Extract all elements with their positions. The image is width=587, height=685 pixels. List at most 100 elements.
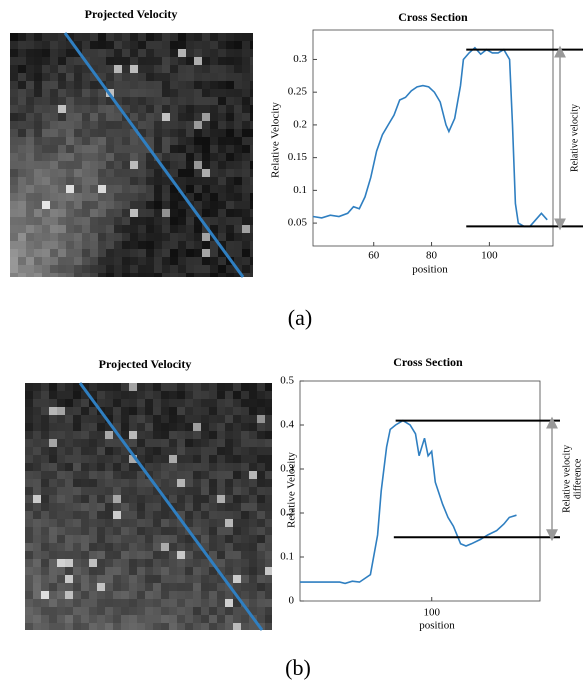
image-pixel	[234, 49, 242, 57]
image-pixel	[161, 503, 169, 511]
image-pixel	[130, 257, 138, 265]
image-pixel	[186, 225, 194, 233]
image-pixel	[201, 567, 209, 575]
image-pixel	[10, 41, 18, 49]
image-pixel	[226, 41, 234, 49]
image-pixel	[194, 257, 202, 265]
image-pixel	[42, 73, 50, 81]
image-pixel	[241, 391, 249, 399]
image-pixel	[18, 129, 26, 137]
image-pixel	[201, 399, 209, 407]
image-pixel	[234, 217, 242, 225]
image-pixel	[57, 495, 65, 503]
image-pixel	[145, 391, 153, 399]
y-tick-label: 0.1	[293, 184, 307, 196]
image-pixel	[130, 33, 138, 41]
image-pixel	[33, 487, 41, 495]
image-pixel	[129, 575, 137, 583]
image-pixel	[25, 567, 33, 575]
image-pixel	[121, 567, 129, 575]
image-pixel	[33, 575, 41, 583]
image-pixel	[169, 623, 177, 630]
image-pixel	[121, 479, 129, 487]
image-pixel	[106, 145, 114, 153]
image-pixel	[129, 487, 137, 495]
image-pixel	[65, 463, 73, 471]
image-pixel	[18, 153, 26, 161]
image-pixel	[129, 527, 137, 535]
image-pixel	[210, 81, 218, 89]
image-pixel	[114, 177, 122, 185]
image-pixel	[201, 439, 209, 447]
image-pixel	[106, 153, 114, 161]
image-pixel	[218, 257, 226, 265]
image-pixel	[41, 447, 49, 455]
image-pixel	[169, 383, 177, 391]
image-pixel	[153, 551, 161, 559]
image-pixel	[210, 209, 218, 217]
image-pixel	[177, 471, 185, 479]
image-pixel	[130, 113, 138, 121]
y-tick-label: 0.05	[288, 217, 308, 229]
image-pixel	[185, 575, 193, 583]
image-pixel	[98, 193, 106, 201]
image-pixel	[201, 471, 209, 479]
image-pixel	[257, 591, 265, 599]
image-pixel	[129, 439, 137, 447]
image-pixel	[34, 233, 42, 241]
image-pixel	[105, 463, 113, 471]
image-pixel	[145, 487, 153, 495]
image-pixel	[66, 161, 74, 169]
image-pixel	[217, 479, 225, 487]
image-pixel	[202, 161, 210, 169]
image-pixel	[10, 265, 18, 273]
image-pixel	[97, 399, 105, 407]
image-pixel	[145, 519, 153, 527]
image-pixel	[33, 423, 41, 431]
image-pixel	[98, 105, 106, 113]
image-pixel	[154, 225, 162, 233]
image-pixel	[49, 487, 57, 495]
image-pixel	[34, 225, 42, 233]
image-pixel	[106, 225, 114, 233]
image-pixel	[162, 265, 170, 273]
image-pixel	[18, 209, 26, 217]
image-pixel	[234, 153, 242, 161]
image-pixel	[25, 431, 33, 439]
image-pixel	[41, 431, 49, 439]
image-pixel	[33, 503, 41, 511]
image-pixel	[25, 599, 33, 607]
image-pixel	[106, 201, 114, 209]
image-pixel	[97, 535, 105, 543]
image-pixel	[122, 81, 130, 89]
image-pixel	[186, 137, 194, 145]
image-pixel	[42, 57, 50, 65]
image-pixel	[217, 423, 225, 431]
image-pixel	[265, 407, 272, 415]
image-pixel	[249, 391, 257, 399]
image-pixel	[89, 455, 97, 463]
image-pixel	[73, 423, 81, 431]
image-pixel	[50, 137, 58, 145]
image-pixel	[74, 249, 82, 257]
image-pixel	[170, 41, 178, 49]
image-pixel	[193, 623, 201, 630]
image-pixel	[234, 185, 242, 193]
image-pixel	[105, 503, 113, 511]
image-pixel	[50, 217, 58, 225]
image-pixel	[177, 407, 185, 415]
image-pixel	[201, 535, 209, 543]
image-pixel	[170, 57, 178, 65]
image-pixel	[122, 217, 130, 225]
image-pixel	[265, 447, 272, 455]
image-pixel	[121, 607, 129, 615]
image-pixel	[81, 455, 89, 463]
image-pixel	[185, 591, 193, 599]
image-pixel	[49, 447, 57, 455]
image-pixel	[57, 391, 65, 399]
image-pixel	[161, 423, 169, 431]
image-pixel	[242, 129, 250, 137]
image-pixel	[81, 527, 89, 535]
image-pixel	[170, 105, 178, 113]
image-pixel	[242, 89, 250, 97]
